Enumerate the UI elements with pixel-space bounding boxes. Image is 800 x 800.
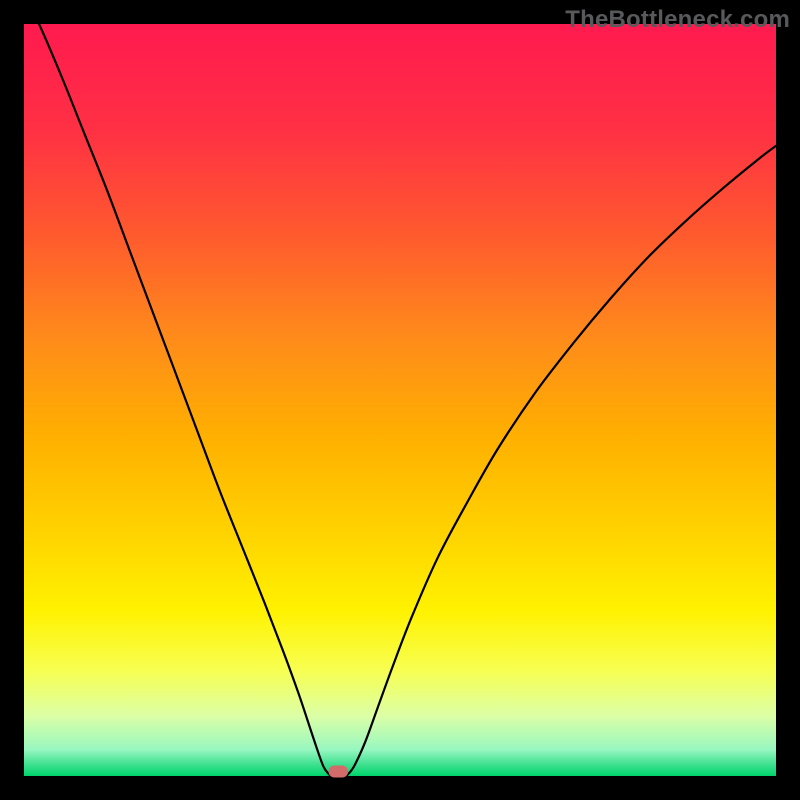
minimum-marker	[329, 765, 349, 777]
bottleneck-chart	[0, 0, 800, 800]
watermark-text: TheBottleneck.com	[565, 6, 790, 34]
plot-background	[24, 24, 776, 776]
stage: TheBottleneck.com	[0, 0, 800, 800]
